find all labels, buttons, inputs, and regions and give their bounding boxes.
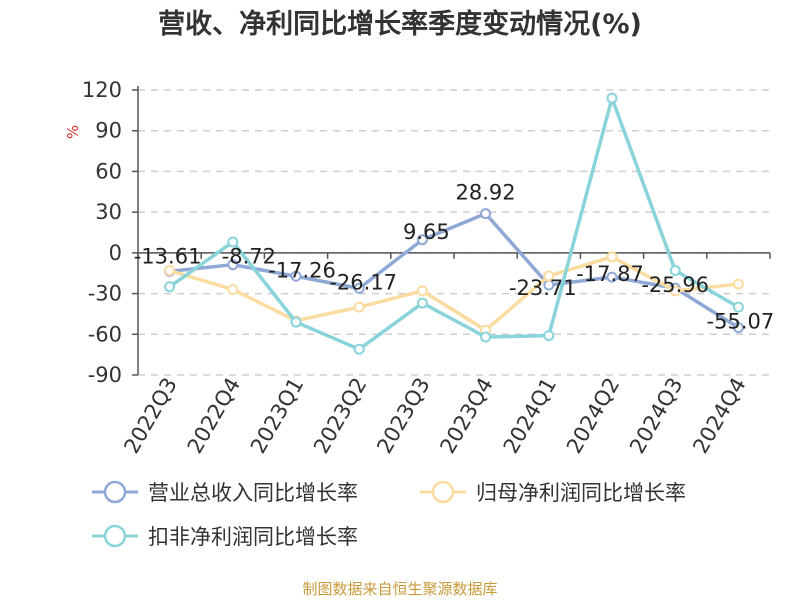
data-point <box>353 301 365 313</box>
x-tick-label: 2023Q2 <box>309 374 371 458</box>
data-point <box>227 259 239 271</box>
grid-lines <box>138 89 770 376</box>
data-point <box>353 343 365 355</box>
data-label: -55.07 <box>707 310 775 334</box>
data-point <box>606 271 618 283</box>
legend-label: 营业总收入同比增长率 <box>148 481 358 505</box>
data-point <box>606 251 618 263</box>
legend-label: 扣非净利润同比增长率 <box>148 525 358 549</box>
x-tick-label: 2023Q4 <box>435 373 497 457</box>
data-point <box>227 236 239 248</box>
x-tick-label: 2024Q2 <box>562 374 624 458</box>
y-tick-label: 0 <box>109 241 122 265</box>
legend-item[interactable]: 营业总收入同比增长率 <box>92 480 358 505</box>
data-point <box>353 282 365 294</box>
data-point <box>480 208 492 220</box>
legend-label: 归母净利润同比增长率 <box>476 481 686 505</box>
legend-marker <box>103 524 127 548</box>
x-tick-label: 2022Q3 <box>119 374 181 458</box>
y-tick-label: 60 <box>95 159 122 183</box>
y-tick-label: 30 <box>95 200 122 224</box>
data-point <box>543 330 555 342</box>
x-tick-labels: 2022Q3 2022Q4 2023Q1 2023Q2 2023Q3 2023Q4 2024… <box>119 373 750 457</box>
y-tick-label: 90 <box>95 119 122 143</box>
y-tick-labels: 120 90 60 30 0 -30 -60 -90 <box>82 78 122 387</box>
data-point <box>543 270 555 282</box>
series-line <box>168 96 740 351</box>
series-line <box>169 255 739 332</box>
data-label: 9.65 <box>403 220 450 244</box>
y-tick-label: -60 <box>88 322 122 346</box>
data-point <box>732 301 744 313</box>
series-lines <box>164 92 744 355</box>
data-point <box>669 265 681 276</box>
x-tick-label: 2023Q3 <box>372 374 434 458</box>
data-point <box>416 285 428 297</box>
source-note: 制图数据来自恒生聚源数据库 <box>302 580 497 598</box>
x-tick-label: 2024Q4 <box>688 374 750 458</box>
data-label: 28.92 <box>456 181 516 205</box>
data-label: -17.87 <box>576 262 644 286</box>
legend-marker <box>431 480 455 504</box>
y-tick-label: -90 <box>88 363 122 387</box>
data-point <box>669 285 681 297</box>
data-point <box>164 281 176 293</box>
data-point <box>416 297 428 309</box>
series-line <box>169 211 740 330</box>
data-label: -25.96 <box>641 273 709 297</box>
data-point <box>290 270 302 282</box>
data-point <box>480 331 492 343</box>
data-point <box>227 284 239 295</box>
data-point <box>164 265 176 276</box>
y-axis-label: % <box>64 125 82 139</box>
data-label: -17.26 <box>268 258 336 282</box>
axes <box>132 86 771 376</box>
data-point <box>732 278 744 290</box>
x-tick-label: 2023Q1 <box>246 374 308 458</box>
legend-item[interactable]: 扣非净利润同比增长率 <box>92 524 358 549</box>
data-label: -23.71 <box>509 276 577 300</box>
x-tick-label: 2024Q1 <box>499 374 561 458</box>
data-label: -13.61 <box>134 244 202 268</box>
data-label: -26.17 <box>329 270 397 294</box>
data-point <box>416 234 428 246</box>
x-tick-label: 2022Q4 <box>183 374 245 458</box>
x-tick-label: 2024Q3 <box>625 374 687 458</box>
y-tick-label: -30 <box>88 282 122 306</box>
y-tick-label: 120 <box>82 78 122 102</box>
legend-item[interactable]: 归母净利润同比增长率 <box>420 480 686 505</box>
data-point <box>732 322 744 334</box>
data-point <box>606 92 618 104</box>
legend-marker <box>103 480 127 504</box>
data-point <box>290 316 302 328</box>
data-label: -8.72 <box>222 245 276 269</box>
chart-title: 营收、净利同比增长率季度变动情况(%) <box>158 8 642 40</box>
